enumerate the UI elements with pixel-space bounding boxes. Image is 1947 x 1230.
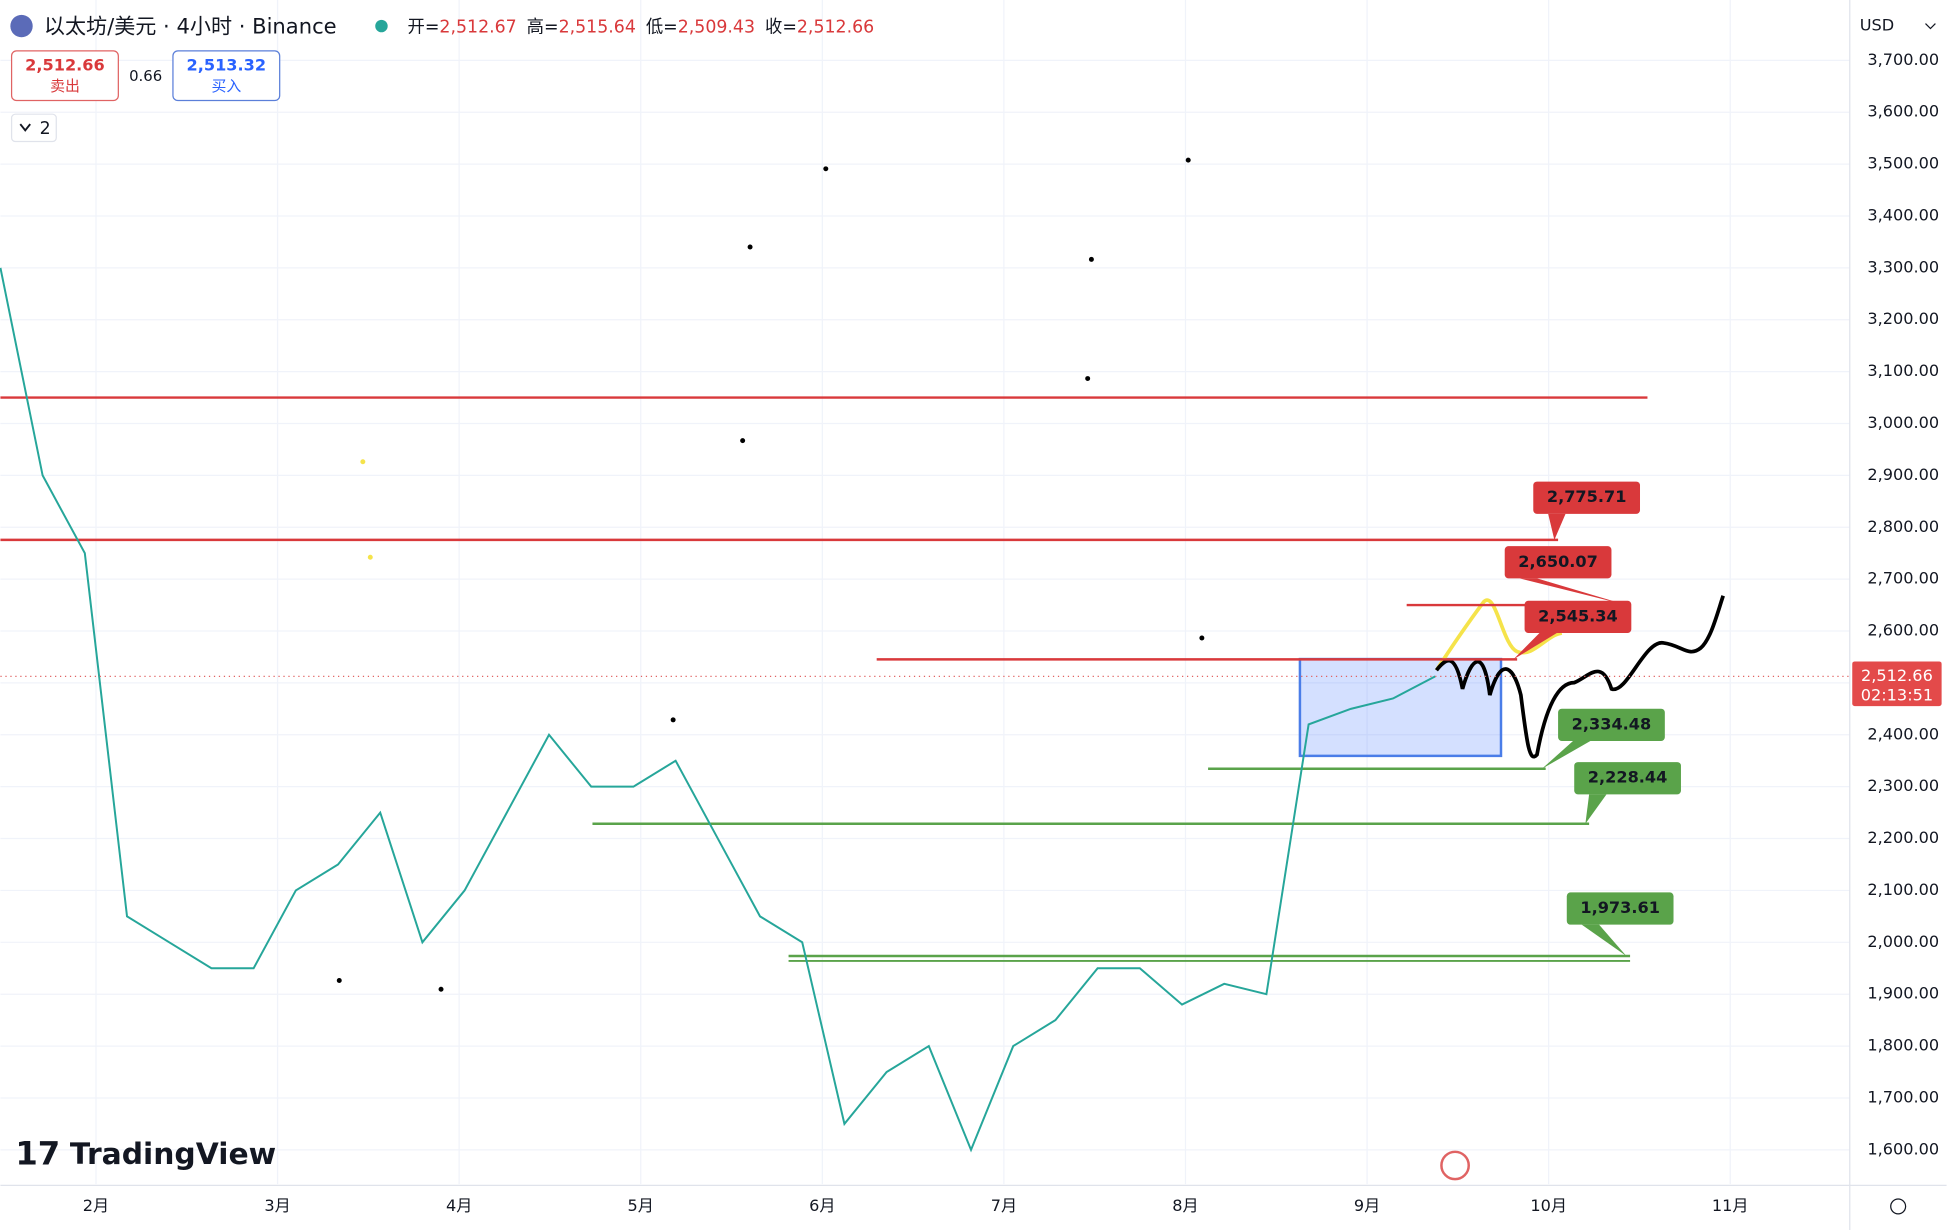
projection-yellow — [1434, 598, 1563, 672]
range-box — [1298, 657, 1503, 758]
buy-price: 2,513.32 — [187, 55, 267, 74]
ohlc-value: 2,512.66 — [797, 17, 874, 37]
y-tick-label: 3,400.00 — [1867, 205, 1939, 224]
level-label-box — [1504, 546, 1612, 579]
y-tick-label: 3,600.00 — [1867, 102, 1939, 121]
level-label: 2,545.34 — [1538, 606, 1618, 625]
level-label: 2,334.48 — [1572, 714, 1652, 733]
sell-button[interactable] — [10, 50, 119, 102]
settings-icon[interactable] — [1890, 1198, 1907, 1215]
current-price-box — [1852, 661, 1942, 707]
y-tick-label: 2,000.00 — [1867, 932, 1939, 951]
y-tick-label: 2,200.00 — [1867, 828, 1939, 847]
x-tick-label: 4月 — [446, 1196, 472, 1215]
label-pointer — [1513, 632, 1557, 660]
ohlc-value: 2,512.67 — [439, 17, 516, 37]
eth-icon — [10, 14, 33, 38]
x-tick-label: 6月 — [809, 1196, 835, 1215]
level-label: 2,228.44 — [1588, 768, 1668, 787]
projection-black — [1435, 595, 1725, 759]
ohlc-value: 2,509.43 — [678, 17, 755, 37]
brand-mark: 𝟭𝟳 — [15, 1135, 60, 1173]
level-label: 2,775.71 — [1547, 487, 1627, 506]
ohlc-label: 开= — [408, 17, 440, 37]
spread: 0.66 — [129, 67, 162, 85]
marker-dots — [336, 157, 1205, 992]
y-tick-label: 2,900.00 — [1867, 465, 1939, 484]
plot: 2,775.71 2,650.07 2,545.34 2,334.48 2,228.44… — [0, 267, 1850, 1153]
sell-price: 2,512.66 — [25, 55, 105, 74]
currency: USD — [1860, 16, 1894, 35]
y-tick-label: 2,100.00 — [1867, 880, 1939, 899]
symbol-title: 以太坊/美元 · 4小时 · Binance — [44, 13, 337, 38]
y-tick-label: 2,700.00 — [1867, 569, 1939, 588]
x-tick-label: 2月 — [83, 1196, 109, 1215]
x-tick-label: 8月 — [1172, 1196, 1198, 1215]
ohlc: 开= 2,512.67 高= 2,515.64 低= 2,509.43 收= 2,512.66 — [408, 17, 875, 37]
ohlc-label: 高= — [527, 17, 559, 37]
level-label: 1,973.61 — [1580, 898, 1660, 917]
indicator-count: 2 — [40, 119, 51, 139]
level-label-box — [1524, 600, 1632, 633]
ohlc-value: 2,515.64 — [559, 17, 636, 37]
x-tick-label: 3月 — [264, 1196, 290, 1215]
level-label-box — [1566, 892, 1674, 925]
x-tick-label: 10月 — [1530, 1196, 1567, 1215]
y-tick-label: 3,000.00 — [1867, 413, 1939, 432]
indicator-toggle[interactable] — [10, 113, 57, 143]
y-tick-label: 1,800.00 — [1867, 1036, 1939, 1055]
y-tick-label: 3,500.00 — [1867, 154, 1939, 173]
label-pointer — [1548, 513, 1566, 540]
level-label: 2,650.07 — [1518, 552, 1598, 571]
y-tick-label: 2,600.00 — [1867, 621, 1939, 640]
y-tick-label: 3,700.00 — [1867, 50, 1939, 69]
level-label-box — [1533, 481, 1641, 514]
currency-chevron — [1925, 23, 1936, 30]
label-pointer — [1585, 794, 1607, 824]
current-price-label: 2,512.66 — [1861, 666, 1933, 685]
brand: TradingView — [70, 1137, 276, 1172]
buy-button[interactable] — [172, 50, 281, 102]
x-tick-label: 9月 — [1354, 1196, 1380, 1215]
ohlc-label: 低= — [646, 17, 678, 37]
buy-label: 买入 — [211, 77, 241, 95]
y-tick-label: 2,300.00 — [1867, 776, 1939, 795]
ohlc-label: 收= — [765, 17, 797, 37]
countdown: 02:13:51 — [1861, 686, 1933, 705]
y-tick-label: 1,700.00 — [1867, 1087, 1939, 1106]
y-tick-label: 1,600.00 — [1867, 1139, 1939, 1158]
y-tick-label: 3,100.00 — [1867, 361, 1939, 380]
x-tick-label: 7月 — [991, 1196, 1017, 1215]
y-tick-label: 2,800.00 — [1867, 517, 1939, 536]
x-tick-label: 5月 — [628, 1196, 654, 1215]
y-tick-label: 3,300.00 — [1867, 257, 1939, 276]
y-tick-label: 2,400.00 — [1867, 724, 1939, 743]
x-tick-label: 11月 — [1712, 1196, 1749, 1215]
y-tick-label: 1,900.00 — [1867, 984, 1939, 1003]
y-tick-label: 3,200.00 — [1867, 309, 1939, 328]
sell-label: 卖出 — [50, 77, 80, 95]
price-line — [0, 267, 1436, 1153]
level-label-box — [1558, 708, 1665, 741]
chevron — [19, 123, 31, 132]
event-icon[interactable] — [1440, 1150, 1470, 1181]
market-status — [375, 19, 388, 33]
yellow-dots — [360, 459, 373, 560]
level-label-box — [1574, 762, 1681, 795]
